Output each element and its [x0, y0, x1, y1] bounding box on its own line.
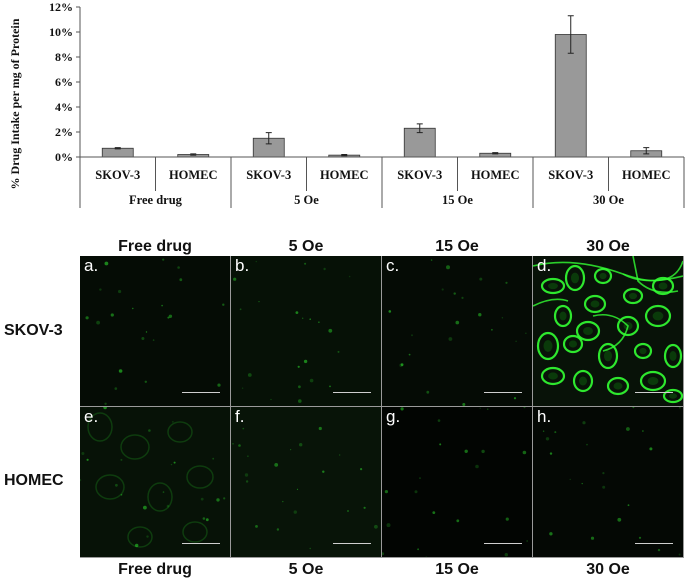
scale-bar: [333, 392, 371, 393]
column-footer-free-drug: Free drug: [118, 561, 192, 578]
panel-label: d.: [537, 256, 552, 275]
group-label: Free drug: [129, 193, 183, 207]
micrograph-panel: h.: [533, 407, 683, 557]
x-tick-label: HOMEC: [622, 168, 671, 182]
scale-bar: [635, 543, 673, 544]
micrograph-panel: g.: [382, 407, 532, 557]
micrograph-image: [85, 258, 225, 405]
y-tick-label: 0%: [55, 150, 73, 164]
micrograph-panel: d.: [533, 256, 683, 406]
y-tick-label: 2%: [55, 125, 73, 139]
scale-bar: [484, 392, 522, 393]
bars: [101, 15, 663, 158]
panel-label: c.: [386, 256, 400, 275]
micrograph-image: [233, 260, 351, 403]
y-tick-label: 12%: [49, 0, 73, 14]
x-tick-label: HOMEC: [169, 168, 218, 182]
column-header-free-drug: Free drug: [118, 238, 192, 255]
micrograph-panel: c.: [382, 256, 532, 406]
column-footer-5-oe: 5 Oe: [288, 561, 324, 578]
group-label: 15 Oe: [442, 193, 473, 207]
row-header-homec: HOMEC: [4, 472, 64, 489]
panel-label: b.: [235, 256, 250, 275]
panel-label: h.: [537, 407, 552, 426]
panel-label: g.: [386, 407, 401, 426]
y-tick-label: 6%: [55, 75, 73, 89]
x-tick-label: SKOV-3: [548, 168, 593, 182]
micrograph-panel: b.: [231, 256, 381, 406]
scale-bar: [182, 392, 220, 393]
panel-label: f.: [235, 407, 245, 426]
y-tick-label: 4%: [55, 100, 73, 114]
x-tick-label: SKOV-3: [95, 168, 140, 182]
row-header-skov-3: SKOV-3: [4, 322, 63, 339]
scale-bar: [182, 543, 220, 544]
panel-label: e.: [84, 407, 99, 426]
bar-chart: 0%2%4%6%8%10%12% SKOV-3 HOMEC SKOV-3 HOMEC S…: [8, 0, 685, 208]
panel-label: a.: [84, 256, 99, 275]
column-footer-15-oe: 15 Oe: [435, 561, 479, 578]
micrograph-image: [542, 407, 681, 556]
bar: [554, 34, 587, 158]
scale-bar: [484, 543, 522, 544]
y-tick-label: 8%: [55, 50, 73, 64]
micrograph-image: [388, 259, 527, 406]
scale-bar: [333, 543, 371, 544]
micrograph-panel: f.: [231, 407, 381, 557]
micrograph-grid: a. b. c. d. e. f. g. h.: [80, 256, 684, 558]
column-footer-30-oe: 30 Oe: [586, 561, 630, 578]
bar: [101, 147, 134, 158]
column-header-30-oe: 30 Oe: [586, 238, 630, 255]
micrograph-panel: e.: [80, 407, 230, 557]
x-tick-label: HOMEC: [471, 168, 520, 182]
micrograph-image: [80, 407, 226, 548]
micrograph-image: [232, 426, 378, 550]
column-header-15-oe: 15 Oe: [435, 238, 479, 255]
scale-bar: [635, 392, 673, 393]
x-tick-label: SKOV-3: [246, 168, 291, 182]
micrograph-panel: a.: [80, 256, 230, 406]
y-axis: 0% 2% 4% 6% 8% 10% 12%: [49, 0, 81, 164]
column-header-5-oe: 5 Oe: [288, 238, 324, 255]
x-axis: SKOV-3 HOMEC SKOV-3 HOMEC SKOV-3 HOMEC SKOV-3 H…: [79, 156, 685, 208]
x-tick-label: SKOV-3: [397, 168, 442, 182]
x-tick-label: HOMEC: [320, 168, 369, 182]
y-tick-label: 10%: [49, 25, 73, 39]
group-label: 5 Oe: [294, 193, 319, 207]
micrograph-image: [533, 256, 683, 404]
micrograph-image: [382, 407, 529, 557]
y-axis-label: % Drug Intake per mg of Protein: [8, 18, 22, 189]
group-label: 30 Oe: [593, 193, 624, 207]
